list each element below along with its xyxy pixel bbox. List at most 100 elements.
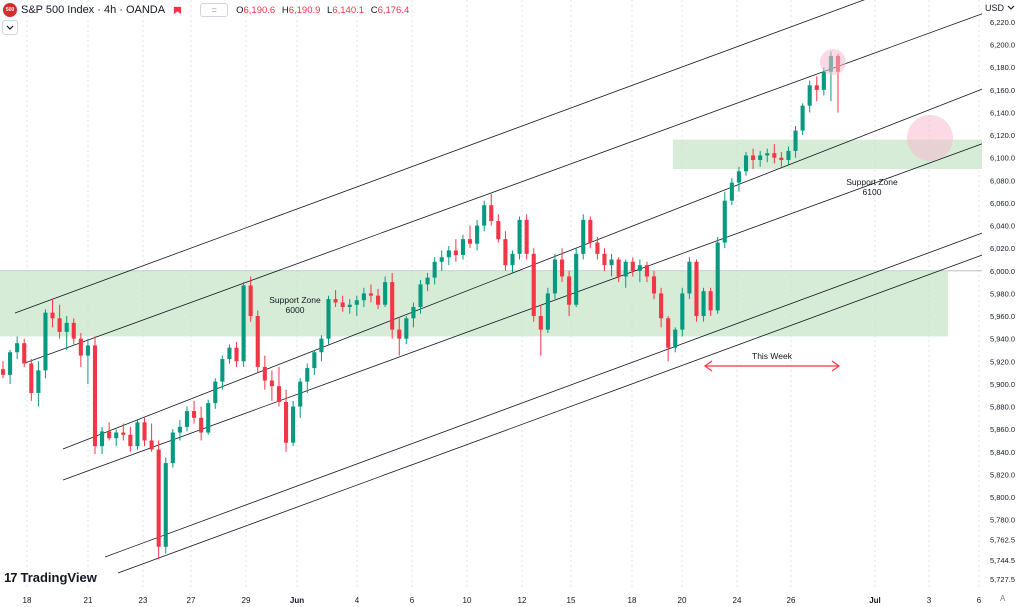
time-tick-label: 18 (23, 596, 32, 605)
candle-body (220, 359, 225, 382)
candle-body (163, 463, 168, 547)
candle-body (708, 291, 713, 311)
candle-body (425, 277, 430, 285)
candle-body (574, 253, 579, 305)
low-key: L (327, 4, 333, 16)
candle-body (595, 242, 600, 254)
candle-body (673, 329, 678, 348)
candle-body (715, 242, 720, 311)
price-tick-label: 5,980.0 (990, 289, 1015, 298)
ohlc-values: O6,190.6 H6,190.9 L6,140.1 C6,176.4 (236, 5, 413, 16)
price-highlight-circle (820, 49, 846, 75)
price-tick-label: 5,940.0 (990, 335, 1015, 344)
candle-body (680, 293, 685, 330)
candle-body (743, 155, 749, 172)
time-tick-label: 29 (242, 596, 251, 605)
candle-body (751, 155, 756, 160)
candle-body (142, 422, 147, 441)
time-tick-label: 23 (139, 596, 148, 605)
candle-body (588, 219, 593, 243)
candle-body (15, 343, 20, 353)
price-tick-label: 6,060.0 (990, 199, 1015, 208)
price-tick-label: 5,880.0 (990, 403, 1015, 412)
candle-body (786, 150, 791, 160)
close-key: C (370, 4, 378, 16)
trend-channel-line (104, 231, 986, 558)
candle-body (8, 352, 13, 375)
candle-body (793, 130, 798, 151)
candle-body (814, 85, 819, 90)
open-key: O (236, 4, 244, 16)
candle-body (149, 440, 154, 450)
candle-body (213, 381, 218, 404)
tradingview-logo[interactable]: 17 TradingView (4, 570, 97, 585)
candle-body (156, 449, 161, 547)
candle-body (227, 347, 232, 360)
candle-body (276, 386, 282, 403)
candle-body (283, 402, 289, 443)
price-tick-label: 6,080.0 (990, 176, 1015, 185)
candle-body (701, 291, 706, 317)
price-axis (982, 0, 1024, 590)
auto-scale-button[interactable]: A (1000, 594, 1006, 603)
candle-body (375, 295, 381, 305)
candle-body (100, 431, 105, 447)
price-tick-label: 6,100.0 (990, 154, 1015, 163)
price-tick-label: 5,840.0 (990, 448, 1015, 457)
candle-body (694, 261, 699, 317)
candle-body (503, 239, 508, 266)
candle-body (453, 250, 458, 255)
price-tick-label: 5,960.0 (990, 312, 1015, 321)
price-tick-label: 5,727.5 (990, 575, 1015, 584)
price-tick-label: 6,040.0 (990, 222, 1015, 231)
tradingview-wordmark: TradingView (20, 570, 97, 585)
flag-icon[interactable] (173, 6, 182, 15)
candle-body (177, 426, 182, 433)
support-zone-level: 6000 (286, 305, 305, 315)
candle-body (651, 276, 657, 294)
candle-body (0, 369, 6, 375)
ohlc-toggle-button[interactable]: = (200, 3, 229, 17)
candle-body (78, 338, 83, 356)
arrow-left-icon (703, 360, 713, 372)
price-tick-label: 6,180.0 (990, 63, 1015, 72)
candle-body (439, 257, 444, 262)
candle-body (687, 261, 692, 294)
currency-selector[interactable]: USD (985, 3, 1015, 13)
candle-body (354, 300, 359, 305)
chart-header: 500 S&P 500 Index · 4h · OANDA = O6,190.… (0, 0, 413, 20)
candle-body (758, 155, 763, 160)
low-value: 6,140.1 (332, 4, 365, 16)
time-tick-label: 26 (787, 596, 796, 605)
candle-body (43, 312, 48, 371)
candle-body (475, 225, 480, 244)
price-tick-label: 6,160.0 (990, 86, 1015, 95)
this-week-label: This Week (752, 351, 793, 361)
candle-body (199, 417, 204, 433)
candle-body (432, 261, 437, 278)
time-tick-label: 18 (628, 596, 637, 605)
candle-body (524, 219, 529, 254)
candle-body (390, 282, 395, 330)
candle-body (765, 153, 770, 156)
candle-body (234, 347, 239, 362)
candle-body (552, 259, 558, 294)
candle-body (538, 316, 543, 330)
price-tick-label: 6,000.0 (990, 267, 1015, 276)
arrow-right-icon (831, 360, 841, 372)
price-tick-label: 6,020.0 (990, 244, 1015, 253)
price-tick-label: 6,120.0 (990, 131, 1015, 140)
candle-body (319, 338, 324, 353)
candle-body (248, 285, 253, 317)
candle-body (623, 261, 628, 277)
price-tick-label: 5,860.0 (990, 425, 1015, 434)
collapse-legend-button[interactable] (2, 20, 18, 35)
symbol-title[interactable]: S&P 500 Index · 4h · OANDA (21, 4, 166, 16)
breakout-highlight-circle (907, 115, 953, 161)
candle-body (29, 363, 34, 393)
time-tick-label: 3 (927, 596, 932, 605)
price-tick-label: 5,820.0 (990, 470, 1015, 479)
close-value: 6,176.4 (377, 4, 410, 16)
candle-body (722, 200, 727, 243)
